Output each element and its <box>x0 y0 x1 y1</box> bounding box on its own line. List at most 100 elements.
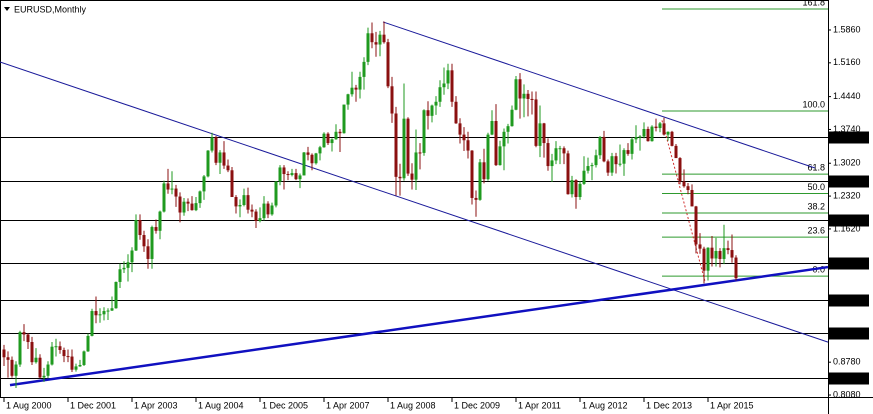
candle-body <box>334 131 338 140</box>
candle-body <box>330 139 334 144</box>
x-tick-label: 1 Aug 2000 <box>6 400 52 410</box>
candle-body <box>406 118 410 174</box>
candle-body <box>14 364 18 376</box>
candle-body <box>394 113 398 177</box>
plot-frame <box>0 0 829 398</box>
y-tick-label: 1.5860 <box>833 24 861 34</box>
x-tick-label: 1 Apr 2015 <box>710 400 754 410</box>
candle-body <box>642 128 646 137</box>
candle-body <box>78 364 82 367</box>
candle-body <box>698 244 702 249</box>
candle-body <box>578 183 582 198</box>
y-tick-label: 0.8780 <box>833 357 861 367</box>
candle-body <box>238 204 242 207</box>
candle-body <box>250 209 254 212</box>
candle-body <box>278 167 282 182</box>
y-tick-label: 1.1620 <box>833 223 861 233</box>
candle-body <box>118 269 122 282</box>
candle-body <box>506 126 510 132</box>
candle-body <box>354 87 358 90</box>
candle-body <box>682 181 686 187</box>
candle-body <box>606 161 610 173</box>
candle-body <box>130 250 134 263</box>
fib-label: 50.0 <box>807 182 825 192</box>
candle-body <box>182 201 186 213</box>
candle-body <box>726 248 730 251</box>
candle-body <box>106 310 110 312</box>
candle-body <box>366 33 370 62</box>
candle-body <box>378 34 382 45</box>
candle-body <box>710 247 714 259</box>
candle-body <box>678 158 682 182</box>
candle-body <box>590 165 594 167</box>
candle-body <box>486 134 490 180</box>
candle-body <box>670 131 674 146</box>
candle-body <box>422 110 426 153</box>
candle-body <box>138 220 142 236</box>
candle-body <box>230 170 234 198</box>
candle-body <box>562 148 566 154</box>
candle-body <box>494 121 498 166</box>
candle-body <box>502 131 506 147</box>
candle-body <box>206 150 210 177</box>
trendline <box>0 61 829 343</box>
candle-body <box>526 93 530 99</box>
candle-body <box>418 152 422 154</box>
candle-body <box>202 176 206 192</box>
candle-body <box>538 123 542 146</box>
candle-body <box>198 191 202 204</box>
candle-body <box>426 110 430 116</box>
candle-body <box>358 76 362 90</box>
chart-title: EURUSD,Monthly <box>14 4 87 14</box>
candle-body <box>210 137 214 151</box>
level-tag <box>829 131 869 144</box>
x-tick-label: 1 Aug 2004 <box>198 400 244 410</box>
candle-body <box>634 136 638 140</box>
y-tick-label: 1.3740 <box>833 124 861 134</box>
candle-body <box>610 156 614 173</box>
candle-body <box>690 189 694 207</box>
level-tag <box>829 175 869 188</box>
candle-body <box>574 180 578 198</box>
candle-body <box>630 139 634 154</box>
candle-body <box>146 246 150 259</box>
candle-body <box>258 218 262 221</box>
candle-body <box>154 227 158 231</box>
candle-body <box>246 195 250 210</box>
candle-body <box>518 79 522 99</box>
y-tick-label: 0.8080 <box>833 389 861 399</box>
level-tag <box>829 372 869 385</box>
candle-body <box>730 250 734 258</box>
candle-body <box>38 357 42 378</box>
candle-body <box>86 335 90 352</box>
x-tick-label: 1 Dec 2005 <box>262 400 308 410</box>
candle-body <box>586 166 590 171</box>
menu-arrow[interactable] <box>4 7 10 11</box>
candle-body <box>346 94 350 105</box>
candle-body <box>442 83 446 88</box>
candle-body <box>126 262 130 268</box>
candle-body <box>622 150 626 164</box>
candle-body <box>254 211 258 221</box>
candle-body <box>598 136 602 156</box>
candle-body <box>602 136 606 162</box>
candle-body <box>90 311 94 336</box>
candle-body <box>482 162 486 180</box>
level-tag <box>829 214 869 227</box>
candle-body <box>50 346 54 365</box>
candle-body <box>102 311 106 315</box>
candle-body <box>166 183 170 190</box>
candle-body <box>222 152 226 166</box>
candle-body <box>722 248 726 259</box>
candle-body <box>322 133 326 148</box>
candle-body <box>414 152 418 180</box>
candle-body <box>566 153 570 195</box>
candle-body <box>734 257 738 279</box>
candle-body <box>350 87 354 95</box>
candle-body <box>434 101 438 106</box>
candle-body <box>6 357 10 360</box>
candle-body <box>114 281 118 309</box>
candle-body <box>466 140 470 151</box>
candle-body <box>662 123 666 135</box>
